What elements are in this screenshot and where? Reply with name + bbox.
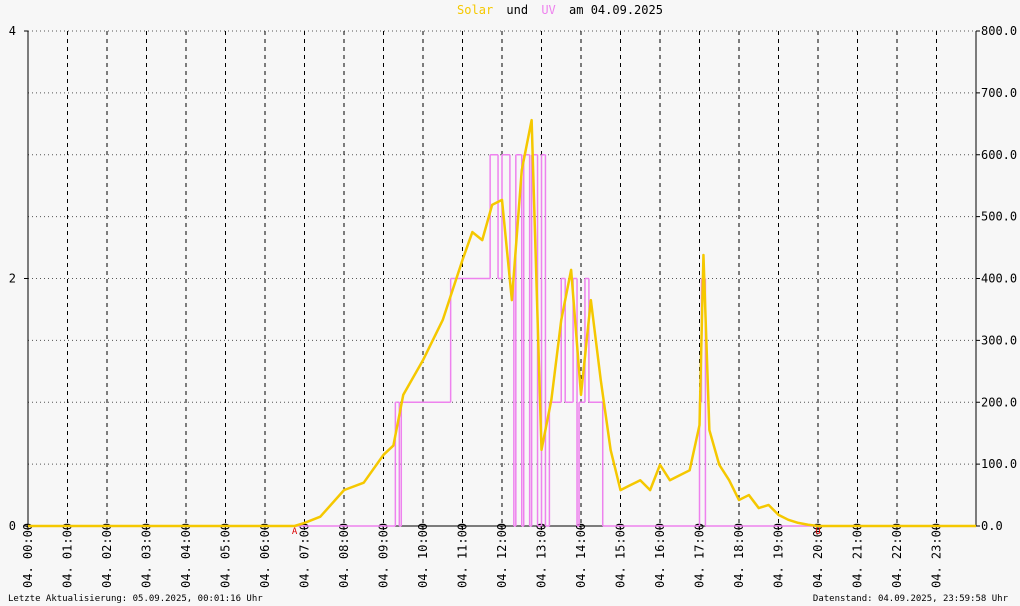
x-tick-label: 04. 18:00 (732, 523, 746, 588)
y2-tick-label: 800.0 (981, 24, 1017, 38)
x-tick-label: 04. 06:00 (258, 523, 272, 588)
footer-left: Letzte Aktualisierung: 05.09.2025, 00:01… (8, 594, 263, 604)
x-tick-label: 04. 17:00 (693, 523, 707, 588)
y2-tick-label: 300.0 (981, 333, 1017, 347)
x-tick-label: 04. 19:00 (772, 523, 786, 588)
x-tick-label: 04. 13:00 (535, 523, 549, 588)
x-tick-label: 04. 02:00 (100, 523, 114, 588)
x-tick-label: 04. 08:00 (337, 523, 351, 588)
y2-tick-label: 600.0 (981, 148, 1017, 162)
x-tick-label: 04. 15:00 (614, 523, 628, 588)
x-tick-label: 04. 16:00 (653, 523, 667, 588)
x-tick-label: 04. 21:00 (851, 523, 865, 588)
x-tick-label: 04. 01:00 (61, 523, 75, 588)
y2-tick-label: 700.0 (981, 86, 1017, 100)
y2-tick-label: 400.0 (981, 272, 1017, 286)
footer-right: Datenstand: 04.09.2025, 23:59:58 Uhr (813, 594, 1009, 604)
x-tick-label: 04. 11:00 (456, 523, 470, 588)
y2-tick-label: 200.0 (981, 395, 1017, 409)
title-part: und (506, 3, 528, 17)
y-tick-label: 0 (9, 519, 16, 533)
x-tick-label: 04. 10:00 (416, 523, 430, 588)
x-tick-label: 04. 09:00 (377, 523, 391, 588)
y-tick-label: 4 (9, 24, 16, 38)
y2-tick-label: 100.0 (981, 457, 1017, 471)
x-tick-label: 04. 04:00 (179, 523, 193, 588)
x-tick-label: 04. 00:00 (21, 523, 35, 588)
title-part: UV (541, 3, 555, 17)
solar-line (28, 118, 976, 528)
x-tick-label: 04. 23:00 (930, 523, 944, 588)
x-tick-label: 04. 20:00 (811, 523, 825, 588)
x-tick-label: 04. 07:00 (298, 523, 312, 588)
sun-marker: A (292, 527, 298, 537)
y2-tick-label: 500.0 (981, 210, 1017, 224)
sun-marker: U (815, 527, 820, 537)
title-part: Solar (457, 3, 493, 17)
x-tick-label: 04. 12:00 (495, 523, 509, 588)
y-tick-label: 2 (9, 272, 16, 286)
chart-title: Solar und UV am 04.09.2025 (457, 3, 663, 17)
x-tick-label: 04. 03:00 (140, 523, 154, 588)
x-tick-label: 04. 14:00 (574, 523, 588, 588)
x-tick-label: 04. 22:00 (890, 523, 904, 588)
title-part: am 04.09.2025 (569, 3, 663, 17)
y2-tick-label: 0.0 (981, 519, 1003, 533)
x-tick-label: 04. 05:00 (219, 523, 233, 588)
